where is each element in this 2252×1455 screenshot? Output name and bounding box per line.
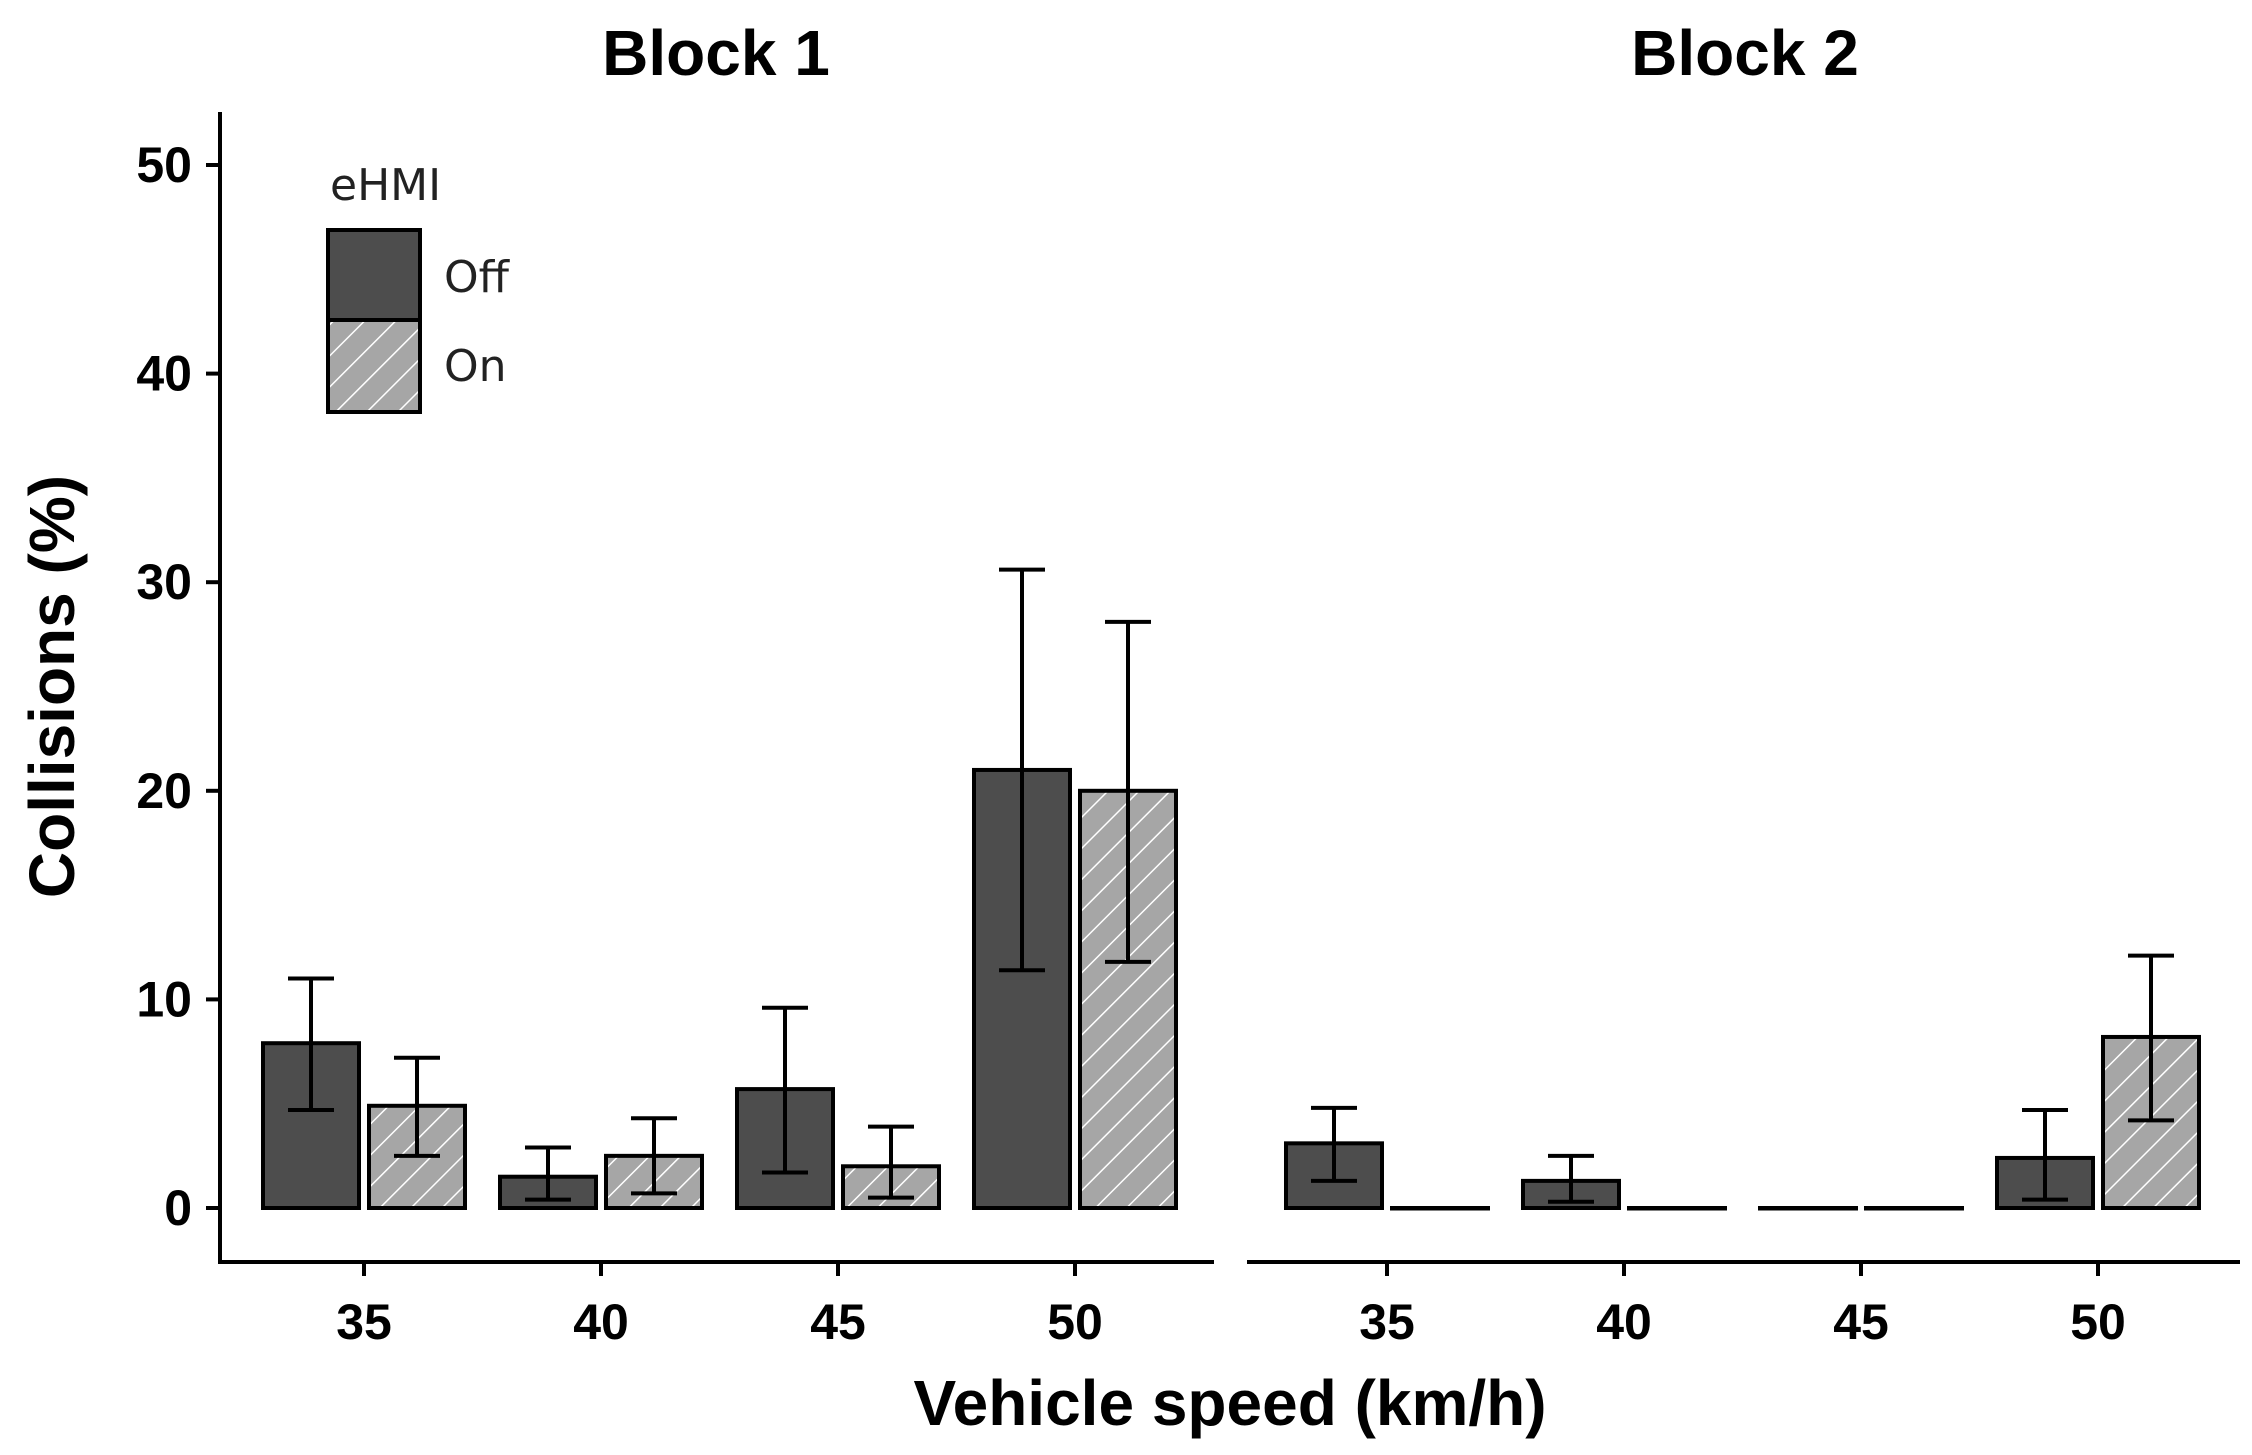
legend: eHMI Off On [326,160,511,414]
panel-title-block-1: Block 1 [602,17,830,89]
y-tick-label: 50 [136,137,192,193]
x-tick-label: 45 [810,1294,866,1350]
bar-off-block-2-45 [1758,1206,1858,1211]
legend-swatch-off [326,228,422,322]
panel-title-block-2: Block 2 [1631,17,1859,89]
y-axis-ticks: 0 10 20 30 40 50 [136,137,220,1236]
x-tick-label: 35 [336,1294,392,1350]
x-tick-label: 50 [1047,1294,1103,1350]
bar-on-block-2-35 [1390,1206,1490,1211]
x-tick-label: 45 [1833,1294,1889,1350]
x-tick-label: 50 [2070,1294,2126,1350]
y-axis-label: Collisions (%) [16,475,88,898]
legend-swatch-on [326,318,422,414]
x-axis-label: Vehicle speed (km/h) [913,1367,1546,1439]
y-tick-label: 10 [136,971,192,1027]
y-tick-label: 0 [164,1180,192,1236]
y-tick-label: 30 [136,554,192,610]
bar-on-block-2-40 [1627,1206,1727,1211]
x-tick-label: 35 [1359,1294,1415,1350]
legend-label-on: On [444,341,507,392]
x-tick-label: 40 [573,1294,629,1350]
bar-on-block-2-45 [1864,1206,1964,1211]
x-tick-label: 40 [1596,1294,1652,1350]
x-axis-ticks: 35 40 45 50 35 40 45 50 [336,1262,2126,1350]
y-tick-label: 40 [136,346,192,402]
legend-title: eHMI [330,160,441,211]
legend-label-off: Off [444,252,511,303]
y-tick-label: 20 [136,763,192,819]
bars [261,567,2201,1211]
